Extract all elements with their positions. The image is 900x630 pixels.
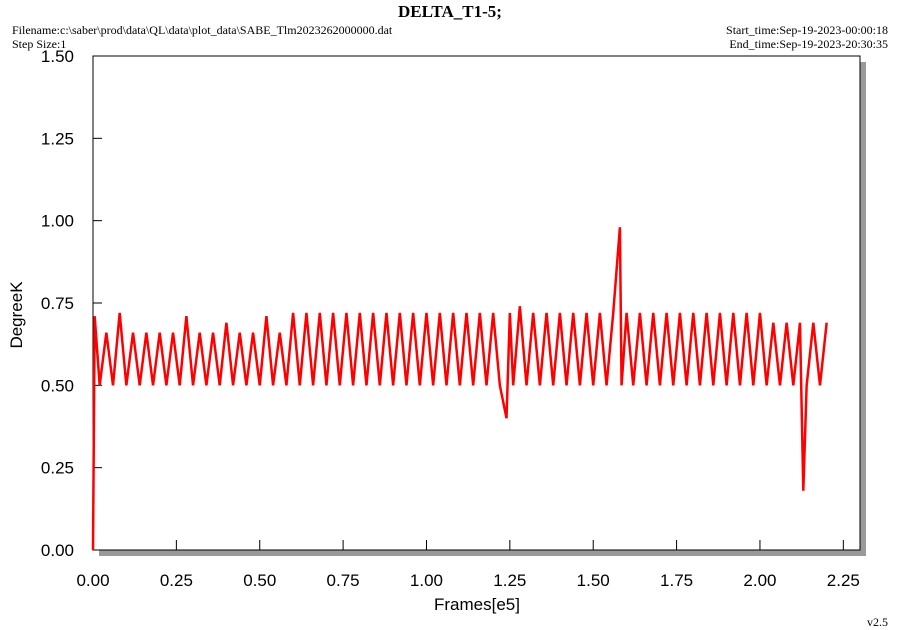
y-tick-label: 0.75 (41, 294, 74, 313)
data-line (91, 227, 828, 551)
filename: Filename:c:\saber\prod\data\QL\data\plot… (12, 23, 393, 37)
x-tick-label: 1.00 (410, 571, 443, 590)
x-tick-label: 0.75 (327, 571, 360, 590)
start-time: Start_time:Sep-19-2023-00:00:18 (726, 23, 888, 37)
y-tick-label: 1.25 (41, 129, 74, 148)
step-size: Step Size:1 (12, 37, 66, 51)
y-tick-label: 0.50 (41, 376, 74, 395)
y-axis-label: DegreeK (7, 281, 26, 349)
x-tick-label: 1.50 (577, 571, 610, 590)
y-tick-label: 0.25 (41, 459, 74, 478)
y-tick-label: 1.50 (41, 47, 74, 66)
x-tick-label: 0.25 (160, 571, 193, 590)
version: v2.5 (867, 615, 888, 629)
end-time: End_time:Sep-19-2023-20:30:35 (729, 37, 888, 51)
plot-area (92, 55, 861, 551)
x-tick-label: 0.50 (243, 571, 276, 590)
y-tick-label: 0.00 (41, 541, 74, 560)
x-tick-label: 2.25 (827, 571, 860, 590)
x-axis-label: Frames[e5] (434, 595, 520, 614)
x-tick-label: 1.75 (660, 571, 693, 590)
x-tick-label: 0.00 (76, 571, 109, 590)
x-tick-label: 2.00 (743, 571, 776, 590)
x-tick-label: 1.25 (493, 571, 526, 590)
chart-title: DELTA_T1-5; (398, 2, 502, 21)
y-tick-label: 1.00 (41, 212, 74, 231)
